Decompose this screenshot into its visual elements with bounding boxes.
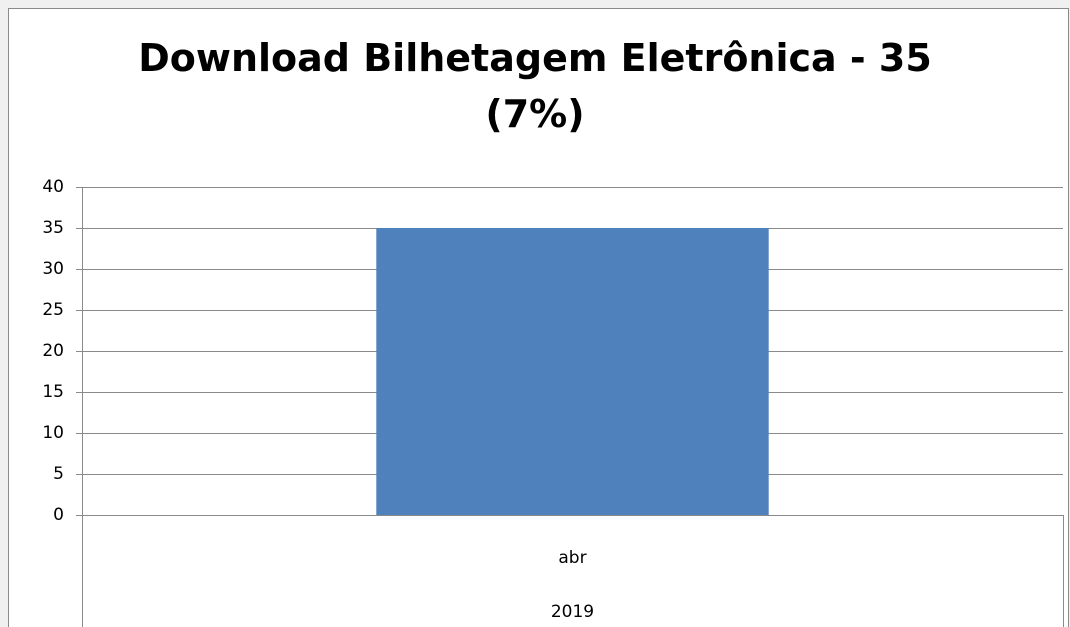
y-tick-label: 35 (42, 218, 64, 238)
y-tick-label: 10 (42, 423, 64, 443)
y-tick-label: 40 (42, 177, 64, 197)
y-tick-label: 15 (42, 382, 64, 402)
y-tick-label: 30 (42, 259, 64, 279)
y-tick-label: 25 (42, 300, 64, 320)
x-tick-label: abr (558, 548, 586, 568)
y-tick-label: 5 (53, 464, 64, 484)
y-tick-label: 0 (53, 505, 64, 525)
x-group-label: 2019 (551, 602, 594, 622)
chart-title: Download Bilhetagem Eletrônica - 35 (7%) (138, 36, 932, 136)
bar (376, 228, 769, 515)
y-tick-label: 20 (42, 341, 64, 361)
